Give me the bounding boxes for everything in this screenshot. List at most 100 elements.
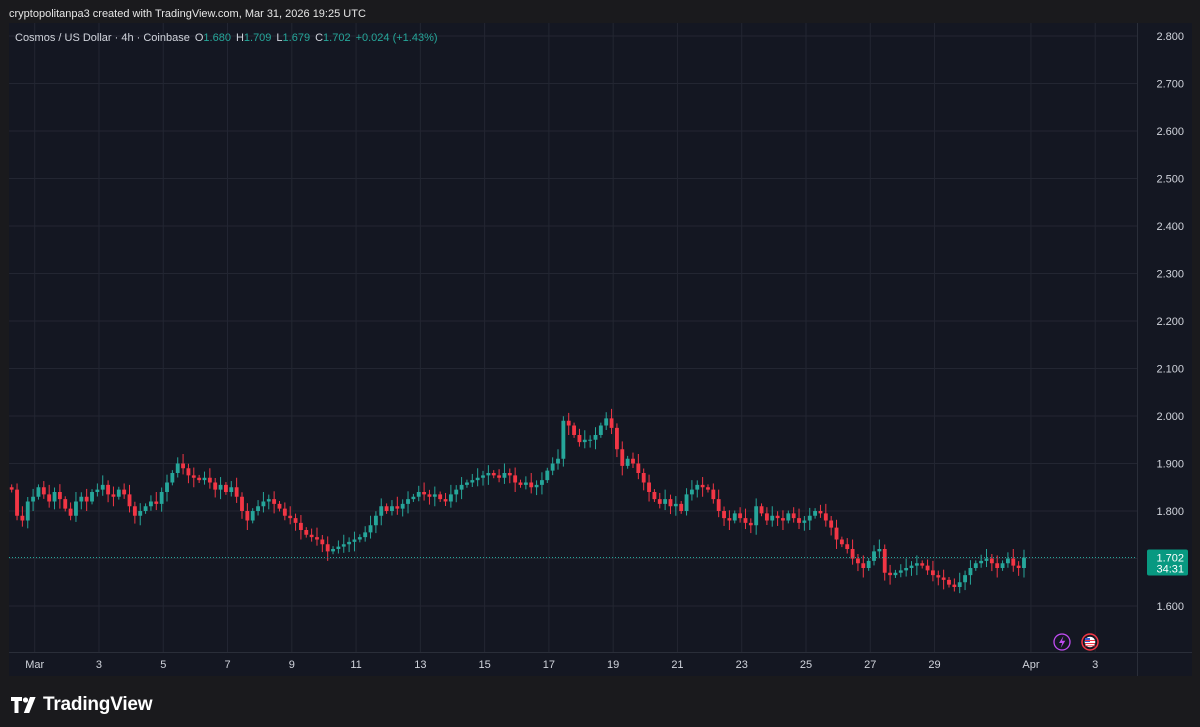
candle-body [545,470,550,481]
candle-body [202,477,207,481]
candle-body [829,520,834,528]
candle-body [775,515,780,519]
x-tick-label: 5 [160,659,166,671]
candle-body [100,484,105,490]
candle-body [448,494,453,502]
candle-body [898,570,903,573]
candle-body [963,575,967,583]
open-label: O [195,32,204,44]
candle-body [989,558,994,564]
candle-body [309,534,314,538]
candle-body [191,475,196,478]
candle-body [534,484,539,488]
candle-body [250,511,255,521]
candle-body [336,546,341,549]
candle-body [797,518,801,523]
candle-body [223,484,228,492]
chart-area[interactable]: 2.800 2.700 2.600 2.500 2.400 2.300 2.200 2.100… [9,23,1192,676]
candle-body [74,501,78,516]
candle-body [732,513,737,521]
candle-body [288,515,293,519]
candle-body [390,506,394,511]
x-tick-label: 11 [350,659,361,671]
y-tick-label: 2.300 [1156,269,1184,281]
candle-body [143,506,148,511]
candle-body [882,549,887,573]
candle-body [31,496,36,502]
candle-body [116,489,121,497]
candle-body [384,506,389,511]
candle-body [995,563,1000,568]
candle-body [909,565,914,568]
tradingview-branding[interactable]: TradingView [11,694,153,716]
chart-credit: cryptopolitanpa3 created with TradingVie… [9,8,366,20]
lightning-icon[interactable] [1053,633,1071,651]
candle-body [111,494,116,497]
candle-body [373,515,378,526]
open-value: 1.680 [203,32,231,44]
candle-body [240,496,244,511]
candle-body [973,563,978,568]
candle-body [127,494,132,507]
candle-body [357,537,362,540]
candlestick-chart[interactable]: 2.800 2.700 2.600 2.500 2.400 2.300 2.200 2.100… [9,23,1192,676]
candle-body [175,463,180,473]
candle-body [368,525,373,533]
candle-body [282,508,287,516]
candle-body [363,532,368,538]
candle-body [95,489,100,492]
candle-body [1016,565,1021,568]
candle-body [657,499,662,504]
candle-body [122,489,127,495]
candle-body [106,484,111,495]
candle-body [170,473,175,483]
candle-body [154,501,159,504]
candle-body [57,492,62,500]
candle-body [941,577,946,580]
candle-body [743,518,748,523]
us-flag-icon[interactable] [1081,633,1099,651]
candle-body [481,475,485,478]
x-tick-label: 29 [928,659,940,671]
candle-body [84,496,89,502]
candle-body [572,425,576,435]
candle-body [663,499,668,504]
candle-body [914,563,919,566]
candle-body [614,427,619,450]
candle-body [823,513,828,521]
candle-body [609,418,614,428]
candle-body [598,425,603,435]
candle-body [786,513,791,521]
candle-body [197,477,202,481]
current-price-value: 1.702 [1156,553,1184,565]
candle-body [593,435,598,440]
high-label: H [236,32,244,44]
candle-body [325,544,330,552]
candle-body [507,473,512,476]
candle-body [234,487,239,497]
candle-body [341,544,346,547]
candle-body [1022,557,1026,568]
bottom-bar [0,676,1200,727]
candle-body [689,489,694,495]
candle-body [15,489,19,516]
candle-body [427,494,432,497]
candle-body [9,487,14,490]
candle-body [79,496,84,502]
x-tick-label: 3 [1092,659,1098,671]
candle-body [738,513,743,519]
low-value: 1.679 [283,32,311,44]
candle-body [52,492,57,502]
candle-body [277,503,282,509]
x-tick-label: 3 [96,659,102,671]
candle-body [818,511,823,514]
candle-body [486,473,491,476]
candle-body [550,463,555,471]
candle-body [261,501,266,507]
candle-body [706,487,710,490]
candle-body [181,463,186,469]
candle-body [925,565,930,571]
candle-body [523,482,528,485]
tradingview-logo-icon [11,697,36,713]
x-tick-label: 17 [543,659,555,671]
